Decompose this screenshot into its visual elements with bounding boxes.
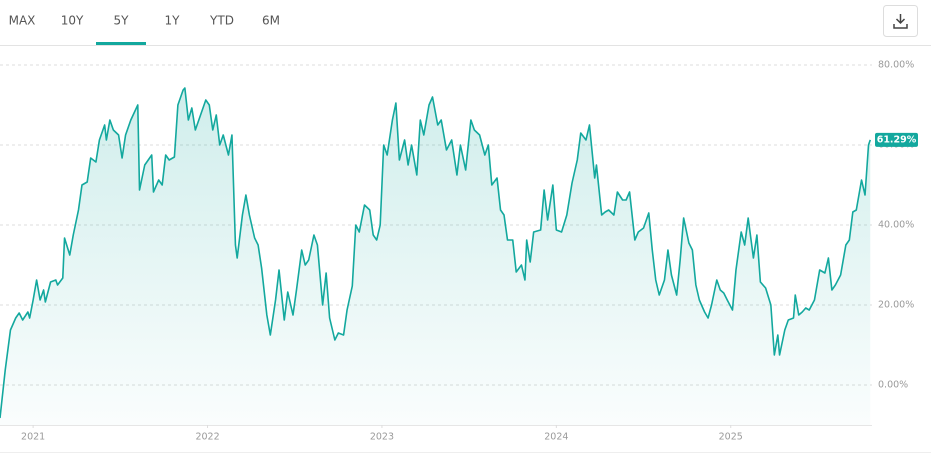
tab[interactable]: MAX [9, 14, 36, 28]
y-tick-label: 40.00% [878, 220, 914, 231]
x-tick-label: 2024 [544, 432, 568, 443]
tab[interactable]: 5Y [114, 14, 130, 28]
x-tick-label: 2021 [21, 432, 45, 443]
tab[interactable]: YTD [209, 14, 234, 28]
active-tab-indicator [96, 42, 146, 45]
area [0, 88, 871, 425]
x-tick-label: 2023 [370, 432, 394, 443]
tab[interactable]: 1Y [165, 14, 181, 28]
x-tick-label: 2025 [719, 432, 743, 443]
download-icon[interactable] [893, 14, 908, 29]
y-tick-label: 0.00% [878, 380, 908, 391]
y-tick-label: 20.00% [878, 300, 914, 311]
tab[interactable]: 10Y [61, 14, 84, 28]
line [0, 87, 872, 419]
x-tick-label: 2022 [195, 432, 219, 443]
end-label-box [875, 132, 918, 147]
y-tick-label: 80.00% [878, 60, 914, 71]
download-button[interactable] [883, 5, 918, 37]
tab[interactable]: 6M [262, 14, 280, 28]
end-label: 61.29% [877, 134, 917, 145]
